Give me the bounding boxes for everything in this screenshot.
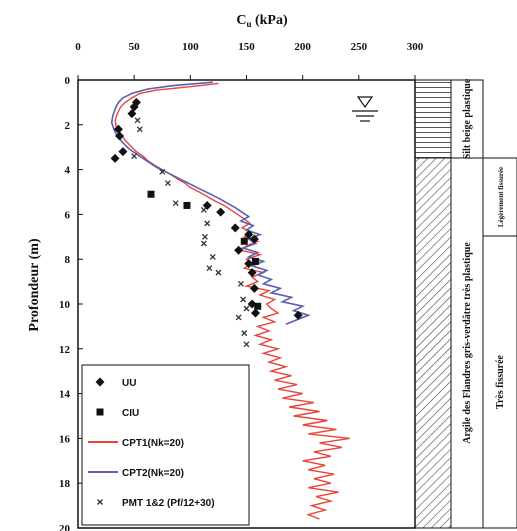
water-table-icon (352, 96, 378, 122)
y-tick-label: 0 (65, 75, 71, 87)
uu-point (216, 207, 226, 217)
ciu-point (251, 257, 259, 265)
x-tick-marks (77, 75, 416, 80)
strata-note-very-fissured: Très fissurée (495, 354, 506, 409)
x-tick-label: 100 (182, 41, 199, 53)
ciu-point (240, 237, 248, 245)
strata-label-silt: Silt beige plastique (462, 78, 473, 159)
ciu-point (254, 302, 262, 310)
uu-point (115, 131, 125, 141)
pmt-point (200, 240, 207, 247)
x-tick-label: 150 (238, 41, 255, 53)
x-axis-title-unit: (kPa) (251, 13, 288, 28)
pmt-point (131, 153, 138, 160)
pmt-point (243, 305, 250, 312)
pmt-point (241, 330, 248, 337)
legend-box (81, 364, 250, 526)
stratigraphy-column: Silt beige plastique Argile des Flandres… (414, 78, 517, 529)
y-tick-label: 4 (65, 165, 71, 177)
legend: UU CIU CPT1(Nk=20) CPT2(Nk=20) PMT 1&2 (Pf/1… (81, 364, 250, 526)
ciu-point (183, 201, 191, 209)
uu-point (244, 259, 254, 269)
y-axis-title: Profondeur (m) (27, 238, 42, 332)
pmt-point (164, 180, 171, 186)
pmt-point (200, 206, 207, 213)
silt-layer-pattern (414, 79, 452, 159)
y-tick-label: 12 (59, 344, 71, 356)
pmt-point (204, 220, 211, 227)
series-line-cpt2 (110, 81, 311, 325)
series-points-uu (110, 97, 303, 320)
uu-point (247, 268, 257, 278)
pmt-point (235, 314, 242, 321)
uu-point (244, 230, 254, 240)
uu-point (110, 153, 120, 163)
strata-label-column (450, 79, 484, 529)
y-tick-label: 14 (59, 389, 71, 401)
uu-point (202, 200, 212, 210)
y-tick-label: 18 (59, 478, 71, 490)
uu-point (234, 245, 244, 255)
strata-note-slightly-fissured: Légèrement fissurée (497, 167, 505, 227)
pmt-point (172, 200, 179, 207)
x-axis-title-sub: u (246, 19, 251, 29)
series-points-ciu (147, 190, 262, 310)
y-tick-labels: 0 2 4 6 8 10 12 14 16 18 20 (59, 75, 71, 531)
pmt-point (134, 117, 141, 124)
uu-point (293, 310, 303, 320)
pmt-point (206, 265, 213, 272)
legend-label-cpt1: CPT1(Nk=20) (122, 438, 184, 449)
uu-point (249, 234, 259, 244)
legend-label-ciu: CIU (122, 408, 139, 419)
x-tick-label: 0 (75, 41, 81, 53)
uu-point (118, 147, 128, 157)
y-tick-label: 16 (59, 433, 71, 445)
legend-label-uu: UU (122, 378, 136, 389)
x-tick-label: 200 (294, 41, 311, 53)
series-points-pmt (131, 117, 250, 348)
x-tick-label: 50 (129, 41, 141, 53)
legend-marker-pmt (97, 499, 103, 505)
x-tick-label: 300 (407, 41, 424, 53)
pmt-point (201, 233, 208, 240)
uu-point (127, 109, 137, 119)
pmt-point (136, 126, 143, 133)
x-axis-title-main: C (236, 13, 246, 28)
clay-layer-pattern (414, 157, 452, 529)
y-tick-label: 2 (65, 120, 71, 132)
uu-point (249, 283, 259, 293)
uu-point (250, 308, 260, 318)
ciu-point (147, 190, 155, 198)
strata-label-clay: Argile des Flandres gris-verdâtre très p… (462, 242, 473, 444)
legend-label-pmt: PMT 1&2 (Pf/12+30) (122, 498, 215, 509)
uu-point (131, 97, 141, 107)
x-tick-label: 250 (351, 41, 368, 53)
legend-marker-ciu (96, 408, 104, 416)
uu-point (230, 223, 240, 233)
uu-point (113, 124, 123, 134)
y-tick-label: 20 (59, 523, 71, 531)
y-tick-label: 6 (65, 209, 71, 221)
pmt-point (209, 254, 216, 260)
y-tick-label: 8 (65, 254, 71, 266)
pmt-point (240, 296, 247, 303)
x-axis-title: Cu (kPa) (236, 13, 288, 29)
pmt-point (237, 280, 244, 287)
pmt-point (159, 168, 166, 175)
strata-note-column (482, 157, 517, 529)
pmt-point (215, 269, 222, 276)
x-tick-labels: 0 50 100 150 200 250 300 (75, 41, 424, 53)
legend-label-cpt2: CPT2(Nk=20) (122, 468, 184, 479)
y-tick-label: 10 (59, 299, 71, 311)
pmt-point (243, 341, 250, 348)
legend-marker-uu (95, 377, 105, 387)
